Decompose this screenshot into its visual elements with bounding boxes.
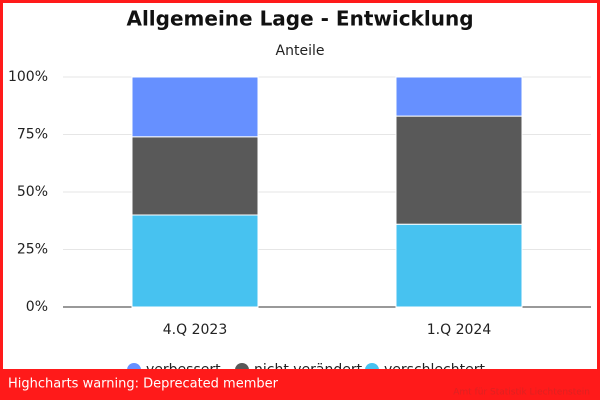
x-tick-label: 1.Q 2024 xyxy=(427,322,492,338)
chart-title: Allgemeine Lage - Entwicklung xyxy=(126,7,473,31)
x-tick-label: 4.Q 2023 xyxy=(163,322,227,338)
y-tick-label: 25% xyxy=(17,242,48,258)
bar-segment xyxy=(131,76,259,138)
bar-segment xyxy=(395,115,523,225)
y-tick-label: 0% xyxy=(26,299,48,315)
chart-subtitle: Anteile xyxy=(276,43,325,59)
bar-segment xyxy=(131,136,259,216)
credits: Amt für Statistik Liechtenstein xyxy=(453,388,590,398)
bar-segment xyxy=(131,214,259,308)
y-tick-label: 75% xyxy=(17,127,48,143)
y-tick-label: 100% xyxy=(8,69,48,85)
bar-segment xyxy=(395,223,523,308)
warning-bar xyxy=(0,369,600,400)
y-tick-label: 50% xyxy=(17,184,48,200)
bar-segment xyxy=(395,76,523,117)
warning-text: Highcharts warning: Deprecated member xyxy=(8,377,279,392)
